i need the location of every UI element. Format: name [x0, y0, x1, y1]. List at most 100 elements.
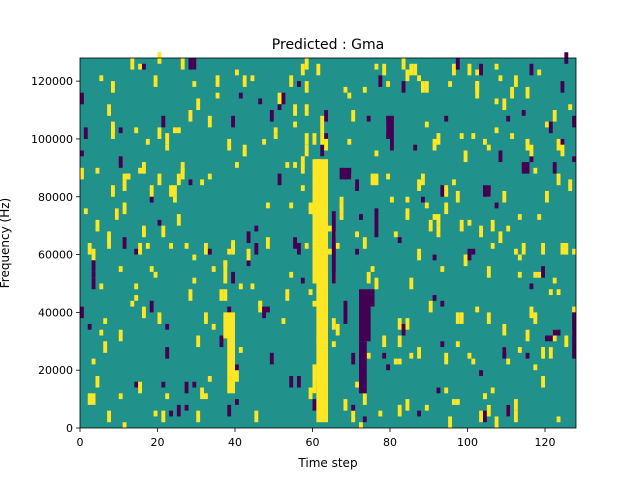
cell-high — [300, 63, 305, 76]
block-high — [316, 159, 328, 423]
cell-high — [134, 295, 139, 301]
cell-low — [277, 173, 282, 186]
cell-low — [560, 81, 565, 93]
x-tick-label: 120 — [535, 436, 556, 449]
cell-high — [308, 387, 313, 400]
cell-high — [405, 399, 410, 411]
cell-high — [142, 162, 146, 174]
cell-high — [417, 75, 421, 82]
cell-high — [486, 266, 491, 278]
cell-high — [475, 306, 480, 313]
cell-high — [545, 121, 549, 128]
plot-area — [79, 52, 577, 429]
cell-high — [436, 214, 441, 226]
cell-high — [157, 173, 162, 186]
cell-high — [459, 219, 464, 232]
cell-high — [153, 271, 158, 278]
y-axis-label: Frequency (Hz) — [0, 198, 12, 289]
block-low — [343, 300, 348, 324]
cell-low — [83, 127, 88, 139]
cell-high — [486, 312, 491, 324]
y-axis: 0 20000 40000 60000 80000 100000 120000 — [31, 75, 80, 435]
cell-high — [204, 243, 208, 255]
cell-high — [200, 387, 204, 400]
cell-low — [188, 58, 193, 70]
cell-high — [169, 185, 173, 197]
block-low — [359, 341, 367, 394]
cell-high — [242, 150, 247, 157]
y-tick-label: 40000 — [38, 306, 73, 319]
cell-high — [537, 69, 542, 76]
cell-high — [157, 312, 162, 324]
cell-high — [316, 63, 321, 76]
cell-high — [138, 63, 142, 70]
cell-low — [362, 416, 367, 423]
cell-high — [405, 318, 410, 330]
cell-low — [502, 347, 507, 359]
cell-high — [192, 81, 197, 87]
cell-low — [548, 121, 553, 134]
cell-high — [525, 86, 530, 99]
cell-high — [188, 110, 193, 122]
cell-high — [138, 167, 142, 174]
y-tick-label: 60000 — [38, 249, 73, 262]
cell-low — [246, 231, 251, 243]
cell-low — [235, 399, 239, 405]
block-low — [339, 167, 352, 180]
cell-high — [498, 75, 503, 82]
cell-high — [517, 214, 522, 220]
cell-high — [370, 266, 375, 272]
cell-high — [126, 173, 131, 180]
y-tick-label: 120000 — [31, 75, 73, 88]
cell-high — [452, 63, 456, 76]
block-high — [227, 335, 235, 394]
cell-high — [343, 399, 348, 411]
cell-high — [459, 312, 464, 324]
cell-low — [479, 370, 483, 376]
cell-low — [324, 133, 328, 139]
cell-high — [366, 271, 371, 284]
cell-high — [560, 144, 565, 157]
cell-high — [521, 243, 526, 255]
cell-high — [572, 248, 576, 255]
cell-high — [335, 323, 340, 336]
y-tick-label: 0 — [66, 422, 73, 435]
cell-high — [467, 352, 472, 359]
cell-high — [444, 185, 449, 197]
cell-high — [107, 237, 111, 249]
block-low — [331, 211, 336, 284]
cell-low — [297, 81, 301, 87]
block-high — [293, 104, 297, 116]
cell-high — [351, 110, 356, 122]
cell-high — [238, 347, 243, 353]
cell-high — [525, 329, 530, 342]
cell-low — [572, 115, 576, 128]
cell-low — [525, 352, 530, 359]
cell-high — [506, 225, 511, 232]
block-low — [374, 208, 379, 238]
cell-high — [173, 127, 177, 134]
cell-high — [448, 416, 452, 428]
cell-high — [362, 237, 367, 249]
cell-high — [467, 219, 472, 226]
cell-low — [351, 352, 356, 365]
cell-high — [564, 335, 569, 348]
block-low — [483, 185, 491, 197]
cell-high — [145, 138, 150, 145]
x-axis-label: Time step — [297, 456, 357, 470]
cell-high — [556, 416, 561, 423]
cell-high — [339, 196, 344, 209]
cell-low — [494, 202, 499, 209]
cell-low — [479, 63, 483, 76]
cell-low — [258, 98, 263, 105]
cell-high — [355, 381, 359, 388]
cell-low — [91, 277, 96, 290]
cell-high — [246, 248, 251, 261]
cell-high — [304, 58, 309, 70]
block-high — [87, 393, 96, 405]
cell-high — [452, 179, 456, 186]
cell-low — [246, 260, 251, 267]
cell-high — [397, 404, 402, 417]
cell-high — [548, 347, 553, 359]
